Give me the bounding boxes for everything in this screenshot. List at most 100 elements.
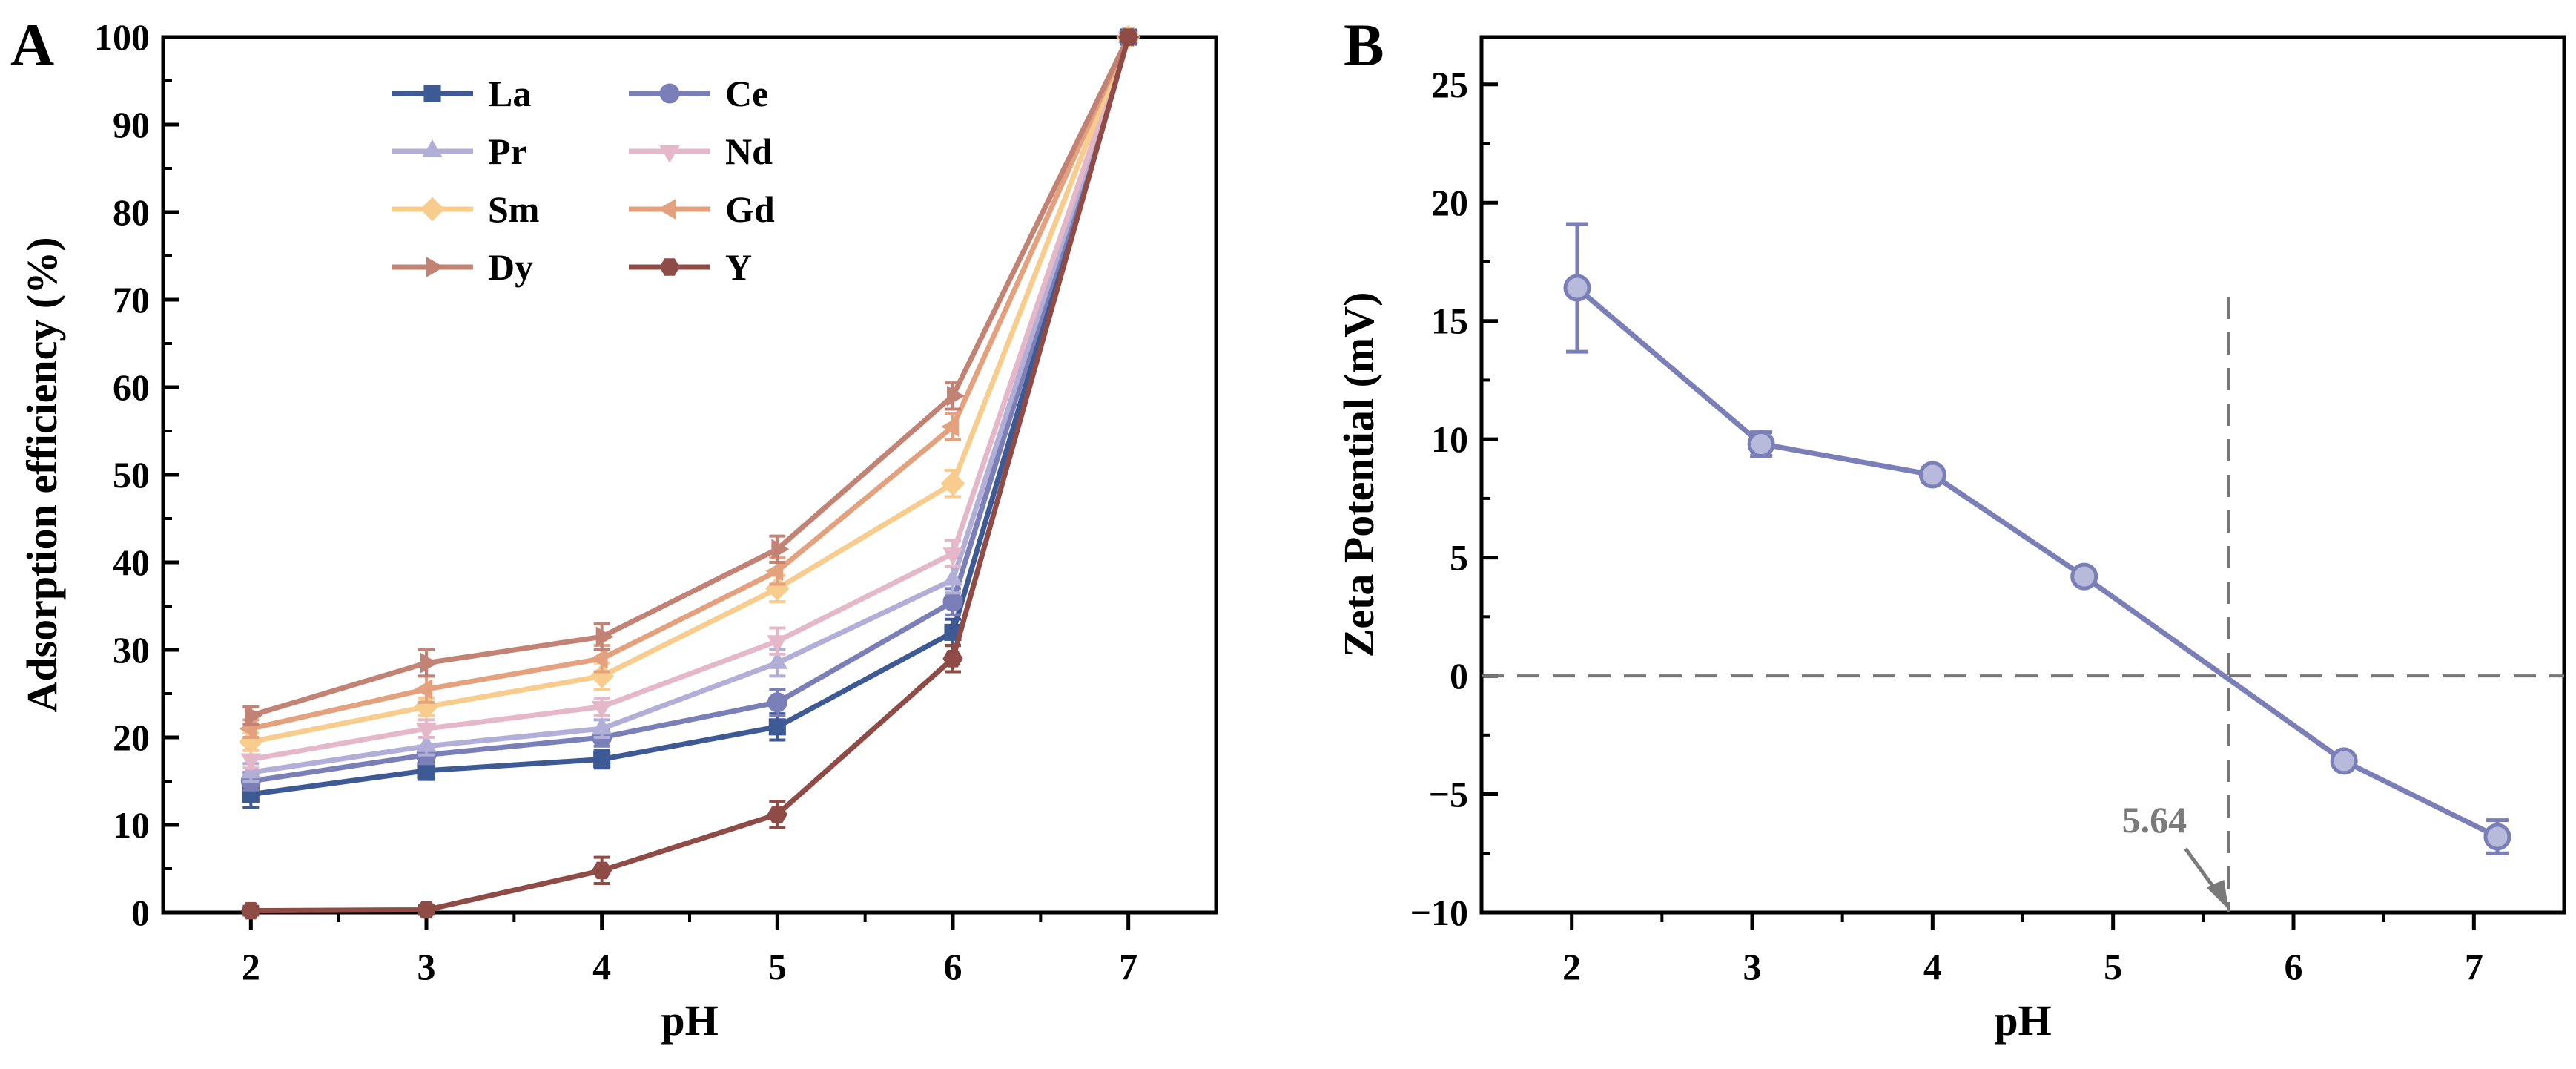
panel-a-ytick-label: 40 bbox=[113, 542, 150, 583]
series-line-gd bbox=[250, 36, 1131, 731]
legend-marker bbox=[426, 257, 445, 277]
series-zeta-potential bbox=[1563, 222, 2511, 855]
data-point-nd bbox=[942, 547, 963, 566]
panel-a: A 0 10 20 30 40 50 60 70 80 90 100 2 3 4 5 6 7 La Ce Pr Nd S… bbox=[10, 11, 1218, 1045]
panel-b-annotation: 5.64 bbox=[2122, 799, 2229, 910]
data-point-gd bbox=[589, 648, 608, 669]
data-point-dy bbox=[947, 386, 965, 407]
panel-a-plot-frame bbox=[161, 35, 1218, 915]
panel-a-ytick-label: 30 bbox=[113, 629, 150, 671]
data-point-nd bbox=[591, 700, 612, 719]
panel-a-ytick-label: 90 bbox=[113, 104, 150, 145]
legend-marker bbox=[420, 197, 445, 222]
legend-item-dy: Dy bbox=[392, 246, 533, 288]
panel-b-plot-frame bbox=[1479, 35, 2566, 915]
data-point-pr bbox=[767, 651, 788, 669]
panel-b-ytick-label: 10 bbox=[1431, 418, 1468, 460]
data-point-gd bbox=[765, 561, 784, 582]
legend-label: Sm bbox=[488, 188, 539, 230]
panel-a-ylabel: Adsorption efficiency (%) bbox=[18, 237, 66, 712]
series-y bbox=[240, 28, 1139, 920]
data-point-dy bbox=[771, 539, 790, 560]
data-point-y bbox=[416, 901, 437, 919]
data-point-zeta-potential bbox=[2483, 823, 2511, 851]
data-point-dy bbox=[245, 705, 263, 726]
panel-a-legend: La Ce Pr Nd Sm Gd Dy Y bbox=[392, 73, 775, 288]
data-point-gd bbox=[414, 679, 432, 700]
panel-a-xtick-label: 4 bbox=[592, 946, 611, 987]
legend-label: Pr bbox=[488, 131, 527, 172]
panel-a-xtick-label: 7 bbox=[1119, 946, 1137, 987]
legend-item-pr: Pr bbox=[392, 131, 527, 172]
panel-b-ytick-label: 0 bbox=[1450, 655, 1468, 697]
legend-label: Ce bbox=[725, 73, 768, 114]
panel-b-ytick-label: 25 bbox=[1431, 64, 1468, 105]
legend-marker bbox=[659, 145, 680, 163]
panel-a-axes: 0 10 20 30 40 50 60 70 80 90 100 2 3 4 5 6 7 bbox=[94, 16, 1137, 987]
series-line-sm bbox=[250, 36, 1131, 745]
data-point-nd bbox=[416, 723, 437, 741]
panel-a-xtick-label: 5 bbox=[768, 946, 787, 987]
panel-a-ytick-label: 50 bbox=[113, 454, 150, 496]
series-line-la bbox=[250, 36, 1132, 797]
panel-b-xtick-label: 7 bbox=[2465, 946, 2483, 987]
data-point-zeta-potential bbox=[1747, 430, 1775, 458]
legend-marker bbox=[423, 85, 441, 102]
series-line-zeta-potential bbox=[1575, 286, 2499, 840]
panel-a-xtick-label: 2 bbox=[242, 946, 260, 987]
legend-marker bbox=[422, 139, 443, 157]
legend-marker bbox=[659, 83, 680, 104]
panel-b-ylabel: Zeta Potential (mV) bbox=[1335, 292, 1383, 658]
data-point-y bbox=[1118, 28, 1139, 46]
data-point-y bbox=[942, 650, 963, 668]
series-line-dy bbox=[250, 36, 1131, 718]
panel-b-xtick-label: 2 bbox=[1562, 946, 1581, 987]
data-point-dy bbox=[595, 626, 614, 648]
data-point-nd bbox=[767, 635, 788, 654]
data-point-zeta-potential bbox=[1563, 274, 1591, 302]
panel-a-xlabel: pH bbox=[661, 996, 718, 1045]
panel-a-ytick-label: 0 bbox=[131, 892, 150, 933]
panel-b-ytick-label: −10 bbox=[1410, 892, 1469, 933]
series-sm bbox=[238, 24, 1141, 754]
panel-a-series bbox=[238, 24, 1141, 920]
panel-a-ytick-label: 100 bbox=[94, 16, 150, 58]
legend-item-gd: Gd bbox=[629, 188, 775, 230]
data-point-pr bbox=[591, 717, 612, 735]
panel-b-xtick-label: 3 bbox=[1743, 946, 1762, 987]
data-point-zeta-potential bbox=[2330, 747, 2358, 775]
legend-item-nd: Nd bbox=[629, 131, 773, 172]
panel-a-ytick-label: 70 bbox=[113, 279, 150, 320]
panel-a-ytick-label: 10 bbox=[113, 804, 150, 846]
panel-b-xtick-label: 5 bbox=[2104, 946, 2122, 987]
panel-b: B −10 −5 0 5 10 15 20 25 2 3 4 5 6 7 5.64 pH Zeta Pot… bbox=[1335, 11, 2566, 1045]
legend-item-sm: Sm bbox=[392, 188, 539, 230]
data-point-y bbox=[592, 861, 612, 880]
panel-a-label: A bbox=[10, 11, 54, 79]
panel-b-xtick-label: 6 bbox=[2285, 946, 2303, 987]
data-point-y bbox=[767, 806, 787, 823]
data-point-gd bbox=[940, 416, 959, 437]
data-point-y bbox=[240, 901, 261, 920]
data-point-pr bbox=[416, 734, 437, 752]
data-point-pr bbox=[942, 568, 963, 586]
panel-a-ytick-label: 80 bbox=[113, 191, 150, 233]
series-dy bbox=[242, 27, 1140, 726]
panel-b-xlabel: pH bbox=[1994, 996, 2051, 1045]
data-point-zeta-potential bbox=[1918, 461, 1946, 489]
legend-label: Nd bbox=[725, 131, 773, 172]
data-point-la bbox=[768, 718, 786, 736]
legend-label: Gd bbox=[725, 188, 775, 230]
legend-label: Dy bbox=[488, 246, 533, 288]
panel-b-ytick-label: 5 bbox=[1450, 537, 1468, 579]
data-point-zeta-potential bbox=[2070, 562, 2098, 591]
arrow-head bbox=[2206, 880, 2229, 910]
series-line-ce bbox=[250, 36, 1132, 784]
legend-item-y: Y bbox=[629, 246, 752, 288]
series-line-nd bbox=[250, 36, 1132, 762]
legend-marker bbox=[659, 258, 680, 276]
isoelectric-point-label: 5.64 bbox=[2122, 799, 2187, 841]
panel-a-ytick-label: 20 bbox=[113, 717, 150, 758]
